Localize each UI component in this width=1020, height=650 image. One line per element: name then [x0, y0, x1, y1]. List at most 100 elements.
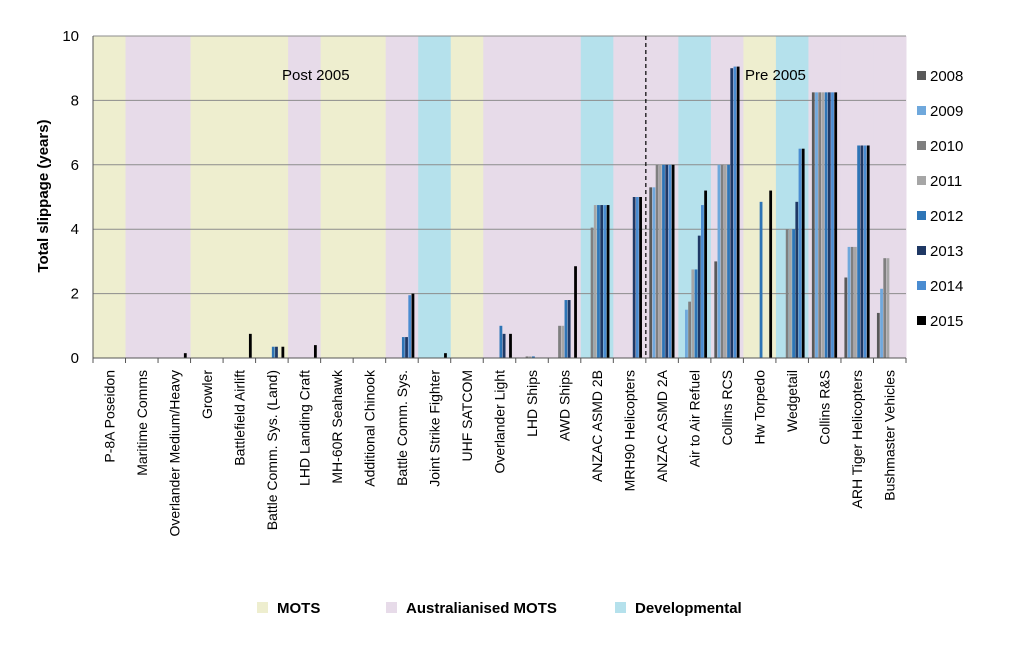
category-label-battle-comm-sys: Battle Comm. Sys.: [394, 370, 410, 486]
category-label-mh-60r-seahawk: MH-60R Seahawk: [329, 369, 345, 484]
category-label-uhf-satcom: UHF SATCOM: [459, 370, 475, 462]
legend-swatch-2014: [917, 281, 926, 290]
band-maritime-comms: [125, 36, 159, 358]
bar-mrh90-helicopters-2013: [632, 197, 636, 358]
legend-label-2015: 2015: [930, 313, 963, 330]
category-label-hw-torpedo: Hw Torpedo: [752, 370, 768, 445]
bar-lhd-ships-2011: [528, 356, 532, 358]
bar-bushmaster-vehicles-2010: [883, 258, 887, 358]
bar-collins-rcs-2013: [730, 68, 734, 358]
category-label-p-8a-poseidon: P-8A Poseidon: [101, 370, 117, 463]
legend-swatch-2011: [917, 176, 926, 185]
bar-wedgetail-2013: [795, 201, 799, 358]
bar-air-to-air-refuel-2014: [701, 205, 704, 358]
bar-air-to-air-refuel-2013: [697, 235, 701, 358]
legend-swatch-2012: [917, 211, 926, 220]
bar-hw-torpedo-2012: [759, 201, 763, 358]
bar-awd-ships-2011: [561, 325, 565, 358]
band-legend-swatch-developmental: [615, 602, 626, 613]
bar-anzac-asmd-2b-2010: [590, 227, 594, 358]
bar-lhd-ships-2012: [532, 356, 535, 358]
legend-label-2009: 2009: [930, 103, 963, 120]
category-label-arh-tiger-helicopters: ARH Tiger Helicopters: [849, 370, 865, 509]
bar-mrh90-helicopters-2015: [639, 197, 642, 358]
y-tick-label: 4: [71, 221, 79, 238]
bar-anzac-asmd-2a-2013: [665, 164, 669, 358]
y-tick-label: 8: [71, 92, 79, 109]
legend-label-2014: 2014: [930, 278, 963, 295]
bar-collins-r-s-2014: [831, 92, 834, 358]
bars: [183, 66, 890, 358]
category-label-overlander-light: Overlander Light: [492, 370, 508, 474]
bar-battlefield-airlift-2015: [248, 333, 252, 358]
y-tick-labels: 0 2 4 6 8 10: [62, 28, 79, 367]
bar-collins-r-s-2013: [827, 92, 831, 358]
band-battle-comm-sys-land: [255, 36, 289, 358]
bar-collins-rcs-2009: [717, 164, 721, 358]
bar-arh-tiger-helicopters-2009: [847, 246, 851, 358]
y-axis-title: Total slippage (years): [35, 119, 52, 272]
category-label-anzac-asmd-2b: ANZAC ASMD 2B: [589, 370, 605, 482]
category-label-anzac-asmd-2a: ANZAC ASMD 2A: [654, 369, 670, 482]
category-label-battlefield-airlift: Battlefield Airlift: [231, 370, 247, 466]
band-legend-swatch-australianised-mots: [386, 602, 397, 613]
bar-collins-rcs-2011: [723, 164, 727, 358]
bar-arh-tiger-helicopters-2008: [844, 277, 848, 358]
bar-bushmaster-vehicles-2011: [886, 258, 890, 358]
band-overlander-light: [483, 36, 517, 358]
category-label-collins-rcs: Collins RCS: [719, 370, 735, 445]
bar-collins-rcs-2015: [736, 66, 740, 358]
bar-anzac-asmd-2a-2014: [668, 164, 672, 358]
bar-battle-comm-sys-land-2015: [281, 346, 285, 358]
legend-label-2010: 2010: [930, 138, 963, 155]
bar-bushmaster-vehicles-2009: [880, 288, 883, 358]
bar-arh-tiger-helicopters-2011: [854, 246, 857, 358]
bar-battle-comm-sys-2015: [411, 293, 415, 358]
band-growler: [190, 36, 224, 358]
category-label-wedgetail: Wedgetail: [784, 370, 800, 432]
category-label-air-to-air-refuel: Air to Air Refuel: [687, 370, 703, 467]
band-lhd-landing-craft: [288, 36, 322, 358]
legend-swatch-2010: [917, 141, 926, 150]
bar-arh-tiger-helicopters-2015: [866, 145, 870, 358]
bar-anzac-asmd-2b-2015: [606, 205, 610, 358]
bar-air-to-air-refuel-2012: [694, 269, 698, 358]
legend-swatch-2009: [917, 106, 926, 115]
bar-mrh90-helicopters-2014: [635, 197, 639, 358]
band-type-legend: MOTS Australianised MOTS Developmental: [257, 600, 742, 617]
bar-anzac-asmd-2a-2010: [655, 164, 659, 358]
bar-collins-rcs-2010: [720, 164, 724, 358]
band-mh-60r-seahawk: [320, 36, 354, 358]
bar-battle-comm-sys-2014: [408, 295, 412, 358]
legend-label-2008: 2008: [930, 68, 963, 85]
band-battlefield-airlift: [223, 36, 257, 358]
bar-lhd-ships-2010: [525, 356, 529, 358]
legend-label-2012: 2012: [930, 208, 963, 225]
bar-overlander-light-2015: [509, 333, 512, 358]
band-legend-swatch-mots: [257, 602, 268, 613]
bar-battle-comm-sys-2012: [401, 337, 405, 358]
category-label-lhd-ships: LHD Ships: [524, 370, 540, 437]
bar-battle-comm-sys-2013: [405, 337, 408, 358]
bar-anzac-asmd-2b-2012: [597, 205, 600, 358]
bar-collins-rcs-2012: [727, 164, 730, 358]
category-label-mrh90-helicopters: MRH90 Helicopters: [622, 370, 638, 491]
bar-anzac-asmd-2b-2013: [600, 205, 604, 358]
band-joint-strike-fighter: [418, 36, 452, 358]
category-label-battle-comm-sys-land: Battle Comm. Sys. (Land): [264, 370, 280, 530]
category-label-growler: Growler: [199, 370, 215, 419]
bar-hw-torpedo-2015: [769, 190, 773, 358]
band-additional-chinook: [353, 36, 387, 358]
category-label-lhd-landing-craft: LHD Landing Craft: [296, 370, 312, 486]
bar-wedgetail-2014: [798, 148, 802, 358]
y-tick-label: 2: [71, 286, 79, 303]
axes: [92, 36, 907, 363]
bar-anzac-asmd-2a-2012: [662, 164, 665, 358]
bar-wedgetail-2012: [792, 229, 795, 358]
bar-air-to-air-refuel-2010: [688, 301, 692, 358]
bar-air-to-air-refuel-2009: [685, 309, 688, 358]
legend-label-2013: 2013: [930, 243, 963, 260]
bar-collins-r-s-2015: [834, 92, 838, 358]
band-overlander-medium-heavy: [158, 36, 192, 358]
